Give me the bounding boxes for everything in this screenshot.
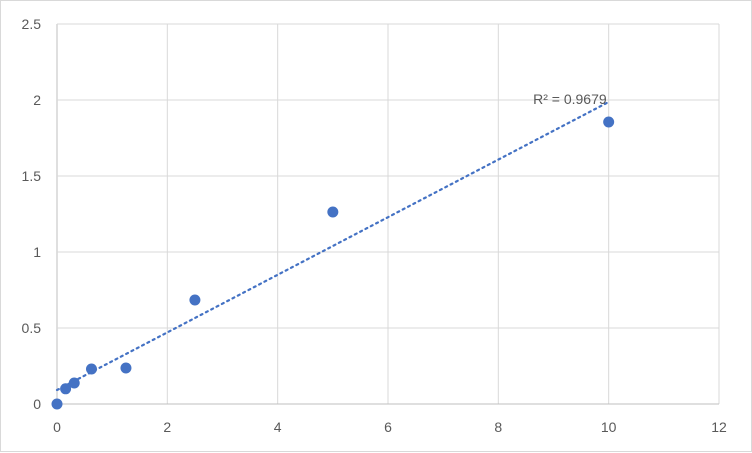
r-squared-label: R² = 0.9679 bbox=[533, 91, 607, 107]
data-point bbox=[120, 362, 132, 374]
x-tick-label: 2 bbox=[163, 419, 171, 435]
y-tick-label: 1.5 bbox=[22, 168, 42, 184]
y-tick-label: 1 bbox=[33, 244, 41, 260]
trendline-group bbox=[55, 100, 610, 392]
data-point bbox=[327, 206, 339, 218]
data-point bbox=[189, 294, 201, 306]
x-tick-label: 10 bbox=[601, 419, 617, 435]
y-tick-label: 2 bbox=[33, 92, 41, 108]
data-point bbox=[68, 377, 80, 389]
data-point bbox=[51, 398, 63, 410]
x-tick-label: 8 bbox=[494, 419, 502, 435]
data-points bbox=[51, 116, 615, 410]
y-tick-label: 2.5 bbox=[22, 16, 42, 32]
x-tick-label: 4 bbox=[274, 419, 282, 435]
y-tick-label: 0 bbox=[33, 396, 41, 412]
trendline bbox=[55, 100, 610, 392]
x-tick-label: 6 bbox=[384, 419, 392, 435]
data-point bbox=[85, 363, 97, 375]
y-tick-label: 0.5 bbox=[22, 320, 42, 336]
data-point bbox=[60, 383, 72, 395]
tick-labels: 0 2 4 6 8 10 12 0 0.5 1 1.5 2 2.5 bbox=[22, 16, 727, 435]
gridlines bbox=[56, 23, 720, 405]
x-tick-label: 12 bbox=[711, 419, 727, 435]
data-point bbox=[603, 116, 615, 128]
x-tick-label: 0 bbox=[53, 419, 61, 435]
